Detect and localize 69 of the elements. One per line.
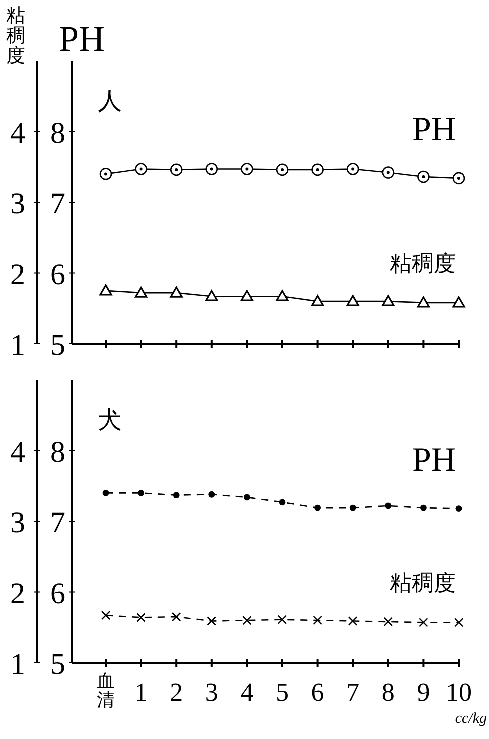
y2-tick-label: 3 bbox=[10, 188, 26, 220]
y2-axis-title: 粘稠度 bbox=[6, 5, 26, 67]
point bbox=[420, 504, 427, 512]
y-tick-label: 7 bbox=[50, 188, 66, 220]
point bbox=[279, 499, 286, 506]
y-axis-title: PH bbox=[58, 19, 106, 59]
x-axis-title: cc/kg bbox=[455, 711, 488, 727]
point bbox=[102, 490, 110, 496]
point bbox=[241, 163, 254, 176]
y2-tick-label: 2 bbox=[10, 258, 26, 292]
series-label: PH bbox=[412, 442, 456, 479]
point bbox=[385, 502, 392, 510]
point bbox=[135, 286, 148, 298]
x-tick-label: 3 bbox=[205, 678, 218, 707]
point bbox=[312, 164, 324, 176]
point bbox=[138, 490, 144, 496]
point bbox=[417, 296, 430, 308]
point bbox=[314, 504, 321, 512]
x-tick-label: 血清 bbox=[97, 671, 115, 711]
text: 犬 bbox=[98, 406, 122, 434]
point bbox=[276, 164, 289, 176]
point bbox=[276, 290, 289, 302]
point bbox=[135, 163, 148, 176]
point bbox=[100, 168, 112, 180]
y-tick-label: 6 bbox=[50, 577, 66, 610]
y-tick-label: 5 bbox=[50, 648, 66, 681]
y-tick-label: 8 bbox=[50, 116, 66, 150]
x-tick-label: 9 bbox=[417, 678, 430, 707]
y2-tick-label: 1 bbox=[10, 329, 26, 362]
x-tick-label: 6 bbox=[311, 678, 324, 707]
text: 人 bbox=[98, 87, 122, 115]
point bbox=[100, 284, 112, 296]
point bbox=[208, 491, 216, 498]
x-tick-label: 2 bbox=[170, 678, 184, 707]
series-label: PH bbox=[412, 111, 456, 148]
point bbox=[244, 494, 250, 501]
point bbox=[240, 290, 254, 302]
series-label: 粘稠度 bbox=[390, 252, 456, 277]
x-tick-label: 5 bbox=[276, 678, 289, 707]
y2-tick-label: 2 bbox=[10, 577, 26, 610]
point bbox=[456, 506, 462, 512]
point bbox=[346, 295, 360, 306]
point bbox=[346, 163, 360, 176]
y-tick-label: 6 bbox=[50, 258, 66, 292]
x-tick-label: 1 bbox=[134, 678, 148, 707]
point bbox=[173, 492, 180, 499]
point bbox=[452, 172, 466, 185]
x-tick-label: 4 bbox=[240, 678, 254, 707]
point bbox=[382, 295, 395, 306]
y2-tick-label: 3 bbox=[10, 506, 26, 540]
y2-tick-label: 4 bbox=[10, 436, 26, 469]
y2-tick-label: 4 bbox=[10, 116, 26, 150]
y2-tick-label: 1 bbox=[10, 648, 26, 681]
y-tick-label: 5 bbox=[50, 329, 66, 362]
y-tick-label: 7 bbox=[50, 506, 66, 540]
point bbox=[452, 296, 466, 308]
x-tick-label: 8 bbox=[382, 678, 395, 707]
point bbox=[206, 163, 218, 176]
series-label: 粘稠度 bbox=[390, 572, 456, 597]
x-tick-label: 7 bbox=[346, 678, 360, 707]
point bbox=[382, 166, 395, 179]
point bbox=[170, 286, 183, 298]
x-tick-label: 10 bbox=[446, 678, 472, 707]
point bbox=[418, 170, 430, 184]
y-tick-label: 8 bbox=[50, 436, 66, 469]
point bbox=[206, 290, 218, 302]
point bbox=[170, 164, 183, 176]
point bbox=[350, 504, 356, 512]
point bbox=[312, 295, 324, 306]
